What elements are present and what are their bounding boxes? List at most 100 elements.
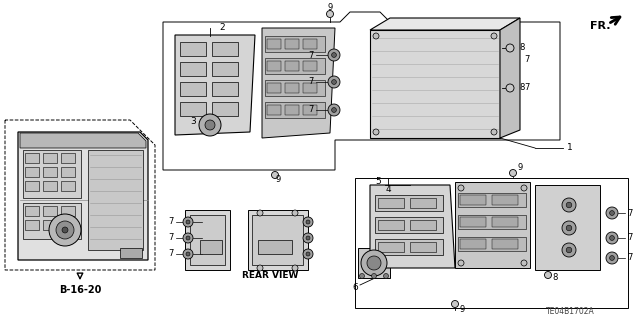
Bar: [303, 83, 317, 93]
Circle shape: [271, 172, 278, 179]
Polygon shape: [248, 210, 308, 270]
Circle shape: [566, 247, 572, 253]
Bar: [492, 217, 518, 227]
Bar: [180, 82, 206, 96]
Circle shape: [205, 120, 215, 130]
Bar: [25, 206, 39, 216]
Bar: [303, 105, 317, 115]
Circle shape: [303, 249, 313, 259]
Circle shape: [521, 260, 527, 266]
Text: 9: 9: [517, 164, 523, 173]
Text: 8: 8: [519, 84, 525, 93]
Text: 9: 9: [275, 175, 280, 184]
Bar: [258, 240, 292, 254]
Bar: [267, 105, 281, 115]
Polygon shape: [370, 185, 455, 268]
Bar: [43, 206, 57, 216]
Circle shape: [606, 232, 618, 244]
Text: 7: 7: [524, 56, 530, 64]
Circle shape: [545, 271, 552, 278]
Circle shape: [186, 220, 190, 224]
Circle shape: [562, 221, 576, 235]
Circle shape: [56, 221, 74, 239]
Text: 7: 7: [627, 234, 633, 242]
Circle shape: [566, 225, 572, 231]
Circle shape: [49, 214, 81, 246]
Circle shape: [609, 256, 614, 260]
Text: TE04B1702A: TE04B1702A: [547, 308, 595, 316]
Bar: [375, 195, 443, 211]
Circle shape: [292, 210, 298, 216]
Circle shape: [183, 233, 193, 243]
Circle shape: [306, 220, 310, 224]
Polygon shape: [18, 132, 148, 260]
Circle shape: [306, 236, 310, 240]
Circle shape: [303, 233, 313, 243]
Circle shape: [306, 252, 310, 256]
Circle shape: [328, 104, 340, 116]
Circle shape: [606, 252, 618, 264]
Circle shape: [360, 273, 365, 278]
Circle shape: [373, 129, 379, 135]
Polygon shape: [358, 248, 390, 278]
Circle shape: [458, 260, 464, 266]
Polygon shape: [185, 210, 230, 270]
Bar: [460, 195, 486, 205]
Circle shape: [509, 169, 516, 176]
Bar: [88, 150, 143, 250]
Circle shape: [451, 300, 458, 308]
Bar: [265, 58, 325, 74]
Polygon shape: [355, 178, 628, 308]
Bar: [265, 102, 325, 118]
Circle shape: [566, 202, 572, 208]
Circle shape: [562, 198, 576, 212]
Circle shape: [186, 236, 190, 240]
Bar: [285, 83, 299, 93]
Bar: [410, 220, 436, 230]
Text: 7: 7: [308, 50, 314, 60]
Bar: [460, 217, 486, 227]
Bar: [285, 39, 299, 49]
Text: 2: 2: [219, 24, 225, 33]
Bar: [25, 220, 39, 230]
Polygon shape: [5, 120, 155, 270]
Circle shape: [199, 114, 221, 136]
Circle shape: [383, 273, 388, 278]
Bar: [212, 42, 238, 56]
Text: B-16-20: B-16-20: [59, 285, 101, 295]
Text: 8: 8: [519, 43, 525, 53]
Circle shape: [292, 265, 298, 271]
Bar: [375, 217, 443, 233]
Circle shape: [506, 84, 514, 92]
Circle shape: [491, 129, 497, 135]
Polygon shape: [455, 182, 530, 268]
Bar: [492, 239, 518, 249]
Circle shape: [332, 108, 337, 112]
Bar: [61, 167, 75, 177]
Polygon shape: [20, 133, 146, 148]
Bar: [61, 181, 75, 191]
Circle shape: [506, 44, 514, 52]
Bar: [23, 150, 81, 198]
Polygon shape: [370, 18, 520, 30]
Text: 9: 9: [328, 4, 333, 12]
Text: 9: 9: [460, 306, 465, 315]
Text: 7: 7: [308, 78, 314, 86]
Bar: [180, 42, 206, 56]
Circle shape: [62, 227, 68, 233]
Bar: [43, 153, 57, 163]
Bar: [200, 240, 222, 254]
Text: 7: 7: [524, 83, 530, 92]
Circle shape: [609, 211, 614, 215]
Circle shape: [458, 185, 464, 191]
Bar: [303, 61, 317, 71]
Text: 5: 5: [375, 177, 381, 187]
Bar: [25, 181, 39, 191]
Bar: [492, 195, 518, 205]
Bar: [267, 83, 281, 93]
Bar: [458, 193, 526, 207]
Circle shape: [367, 256, 381, 270]
Circle shape: [562, 243, 576, 257]
Bar: [285, 61, 299, 71]
Bar: [378, 242, 404, 252]
